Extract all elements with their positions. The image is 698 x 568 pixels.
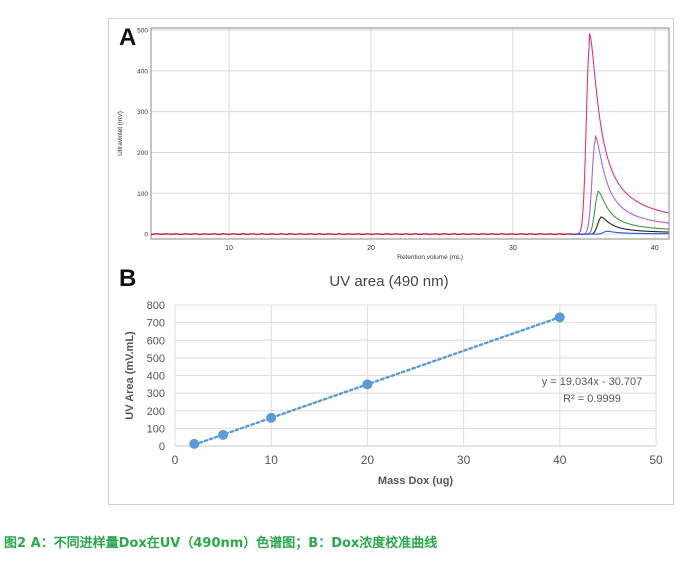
x-tick-label: 20 [361,453,375,467]
y-axis-label: UV Area (mV.mL) [124,331,136,420]
y-tick-label: 500 [147,353,165,365]
chart-title: UV area (490 nm) [329,273,448,290]
figure-frame [108,18,674,505]
x-tick-label: 40 [553,453,567,467]
y-axis-label: Ultraviolet (mV) [117,111,124,156]
y-tick-label: 300 [147,388,165,400]
y-tick-label: 200 [137,150,148,157]
chromatogram-peak-trace [572,32,669,235]
baseline-trace [150,233,584,236]
data-point [218,429,229,440]
x-tick-label: 10 [265,453,279,467]
y-tick-label: 100 [147,423,165,435]
y-tick-label: 0 [144,232,148,239]
x-tick-label: 0 [172,453,179,467]
data-point [266,412,277,423]
x-tick-label: 30 [509,245,517,252]
chromatogram-peak-trace [572,230,669,235]
y-tick-label: 800 [147,300,165,312]
chromatogram-panel: 10 20 30 40 0 100 200 300 400 500 Retention volume… [109,19,673,262]
data-point [362,379,373,390]
y-tick-label: 300 [137,109,148,116]
panel-label-b: B [119,265,137,292]
panel-label-a: A [119,24,137,51]
x-tick-label: 50 [649,453,663,467]
y-tick-label: 500 [137,28,148,35]
r-squared-label: R² = 0.9999 [563,393,621,405]
y-tick-label: 600 [147,335,165,347]
x-tick-label: 30 [457,453,471,467]
plot-border [150,27,670,240]
y-tick-label: 400 [147,371,165,383]
x-tick-label: 10 [225,245,233,252]
x-tick-label: 20 [367,245,375,252]
data-point [554,312,565,323]
x-axis-label: Mass Dox (ug) [378,475,454,487]
chromatogram-peak-trace [572,134,669,235]
x-tick-label: 40 [651,245,659,252]
y-tick-label: 200 [147,406,165,418]
y-tick-label: 400 [137,68,148,75]
data-point [189,438,200,449]
trendline-equation: y = 19.034x - 30.707 [542,376,643,388]
trendline [193,316,561,446]
x-axis-label: Retention volume (mL) [397,254,463,261]
calibration-panel: UV area (490 nm) 0 100 200 300 400 500 600 700 80… [109,262,673,504]
y-tick-label: 100 [137,191,148,198]
y-tick-label: 0 [159,441,165,453]
figure-caption: 图2 A：不同进样量Dox在UV（490nm）色谱图；B：Dox浓度校准曲线 [4,536,438,551]
calibration-chart: UV area (490 nm)010020030040050060070080… [124,273,663,487]
y-tick-label: 700 [147,318,165,330]
